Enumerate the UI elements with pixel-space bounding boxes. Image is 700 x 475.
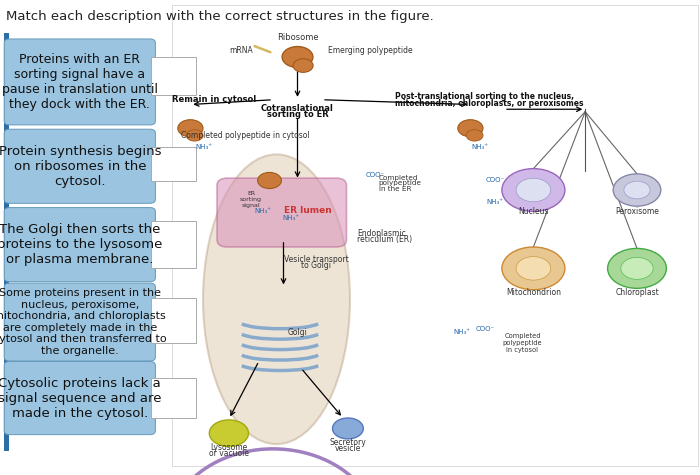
Text: mRNA: mRNA bbox=[230, 47, 253, 55]
Text: Completed
polypeptide
in cytosol: Completed polypeptide in cytosol bbox=[503, 333, 542, 353]
FancyBboxPatch shape bbox=[4, 129, 155, 203]
Circle shape bbox=[502, 247, 565, 290]
Ellipse shape bbox=[203, 154, 350, 444]
Text: Chloroplast: Chloroplast bbox=[615, 288, 659, 296]
Circle shape bbox=[458, 120, 483, 137]
Text: Nucleus: Nucleus bbox=[518, 207, 549, 216]
Text: Secretory: Secretory bbox=[330, 438, 366, 447]
Text: Emerging polypeptide: Emerging polypeptide bbox=[328, 47, 412, 55]
Text: Lysosome: Lysosome bbox=[210, 443, 248, 452]
Circle shape bbox=[332, 418, 363, 439]
Text: Endoplasmic: Endoplasmic bbox=[357, 229, 406, 238]
Circle shape bbox=[282, 47, 313, 67]
Text: vesicle: vesicle bbox=[335, 444, 361, 453]
Circle shape bbox=[608, 248, 666, 288]
Text: COO⁻: COO⁻ bbox=[485, 178, 505, 183]
Circle shape bbox=[621, 257, 653, 279]
Circle shape bbox=[624, 181, 650, 199]
Circle shape bbox=[502, 169, 565, 211]
Circle shape bbox=[258, 172, 281, 189]
Text: NH₃⁺: NH₃⁺ bbox=[195, 144, 212, 150]
Text: in the ER: in the ER bbox=[379, 186, 411, 192]
Text: Golgi: Golgi bbox=[288, 328, 307, 337]
Circle shape bbox=[178, 120, 203, 137]
Text: NH₃⁺: NH₃⁺ bbox=[486, 199, 503, 205]
Text: polypeptide: polypeptide bbox=[379, 180, 421, 186]
Text: Peroxisome: Peroxisome bbox=[615, 207, 659, 216]
Text: Mitochondrion: Mitochondrion bbox=[506, 288, 561, 296]
Circle shape bbox=[186, 130, 203, 141]
Text: Cytosolic proteins lack a
signal sequence and are
made in the cytosol.: Cytosolic proteins lack a signal sequenc… bbox=[0, 377, 162, 419]
Text: The Golgi then sorts the
proteins to the lysosome
or plasma membrane.: The Golgi then sorts the proteins to the… bbox=[0, 223, 162, 266]
Text: NH₃⁺: NH₃⁺ bbox=[255, 209, 272, 214]
FancyBboxPatch shape bbox=[4, 208, 155, 282]
Text: ER lumen: ER lumen bbox=[284, 207, 332, 215]
Text: NH₃⁺: NH₃⁺ bbox=[454, 329, 470, 334]
Circle shape bbox=[293, 59, 313, 72]
Circle shape bbox=[516, 256, 551, 280]
Text: ER
sorting
signal: ER sorting signal bbox=[240, 191, 262, 208]
Text: reticulum (ER): reticulum (ER) bbox=[357, 235, 412, 244]
Text: NH₃⁺: NH₃⁺ bbox=[472, 144, 489, 150]
Text: Post-translational sorting to the nucleus,: Post-translational sorting to the nucleu… bbox=[395, 93, 575, 101]
FancyBboxPatch shape bbox=[4, 283, 155, 361]
Text: Match each description with the correct structures in the figure.: Match each description with the correct … bbox=[6, 10, 433, 23]
FancyBboxPatch shape bbox=[150, 378, 196, 418]
FancyBboxPatch shape bbox=[4, 39, 155, 125]
FancyBboxPatch shape bbox=[150, 147, 196, 180]
FancyBboxPatch shape bbox=[150, 57, 196, 95]
Text: Protein synthesis begins
on ribosomes in the
cytosol.: Protein synthesis begins on ribosomes in… bbox=[0, 145, 161, 188]
Bar bbox=[172, 5, 698, 466]
Text: Vesicle transport: Vesicle transport bbox=[284, 255, 349, 264]
Circle shape bbox=[516, 178, 551, 202]
Circle shape bbox=[613, 174, 661, 206]
Circle shape bbox=[209, 420, 248, 446]
Text: to Golgi: to Golgi bbox=[302, 261, 331, 269]
Text: NH₃⁺: NH₃⁺ bbox=[282, 215, 299, 220]
FancyBboxPatch shape bbox=[150, 298, 196, 343]
Text: COO⁻: COO⁻ bbox=[365, 172, 385, 178]
Bar bbox=[4, 33, 9, 451]
Text: Ribosome: Ribosome bbox=[276, 34, 318, 42]
FancyBboxPatch shape bbox=[217, 178, 346, 247]
Text: COO⁻: COO⁻ bbox=[475, 326, 495, 332]
Text: Proteins with an ER
sorting signal have a
pause in translation until
they dock w: Proteins with an ER sorting signal have … bbox=[2, 53, 158, 111]
Text: Completed: Completed bbox=[379, 175, 418, 180]
Text: mitochondria, chloroplasts, or peroxisomes: mitochondria, chloroplasts, or peroxisom… bbox=[395, 99, 584, 107]
Text: Remain in cytosol: Remain in cytosol bbox=[172, 95, 256, 104]
Circle shape bbox=[466, 130, 483, 141]
Text: Some proteins present in the
nucleus, peroxisome,
mitochondria, and chloroplasts: Some proteins present in the nucleus, pe… bbox=[0, 288, 167, 356]
Text: Cotranslational: Cotranslational bbox=[261, 104, 334, 113]
FancyBboxPatch shape bbox=[150, 221, 196, 268]
Text: Completed polypeptide in cytosol: Completed polypeptide in cytosol bbox=[181, 132, 309, 140]
FancyBboxPatch shape bbox=[4, 361, 155, 435]
Text: sorting to ER: sorting to ER bbox=[267, 110, 328, 119]
Text: or vacuole: or vacuole bbox=[209, 449, 249, 457]
